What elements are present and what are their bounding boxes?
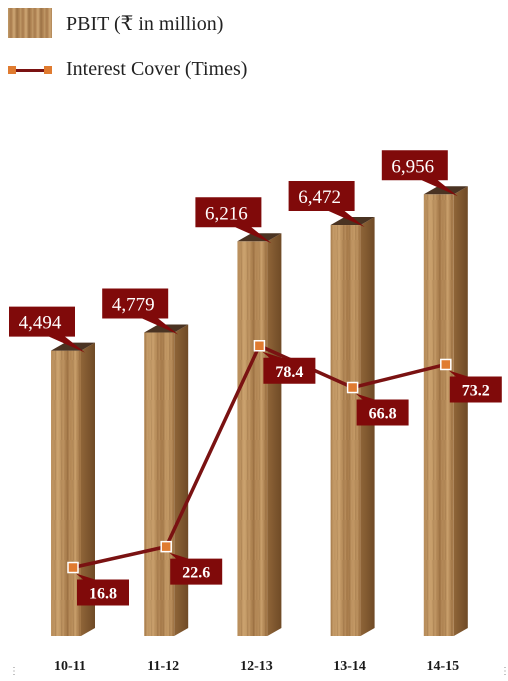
chart-legend: PBIT (₹ in million) Interest Cover (Time… xyxy=(0,0,508,100)
pbit-bar-11-12 xyxy=(144,324,189,636)
interest-callout-14-15: 73.2 xyxy=(448,370,502,403)
pbit-value-label: 6,216 xyxy=(205,203,248,224)
pbit-value-label: 6,956 xyxy=(391,156,434,177)
interest-callout-12-13: 78.4 xyxy=(262,351,316,384)
x-tick-label-13-14: 13-14 xyxy=(333,659,366,674)
interest-cover-value-label: 22.6 xyxy=(182,565,210,582)
legend-item-pbit: PBIT (₹ in million) xyxy=(8,8,223,38)
legend-label-pbit: PBIT (₹ in million) xyxy=(66,12,224,35)
interest-cover-marker-13-14 xyxy=(346,381,359,394)
bar-side-face xyxy=(267,233,282,636)
interest-callout-13-14: 66.8 xyxy=(355,393,409,426)
pbit-callout-11-12: 4,779 xyxy=(102,288,179,335)
axis-dot-left: ⋮ xyxy=(9,666,19,677)
callout-shape xyxy=(448,370,502,403)
interest-callout-10-11: 16.8 xyxy=(76,573,129,606)
pbit-callout-14-15: 6,956 xyxy=(381,150,458,197)
legend-swatch-wood-bar xyxy=(8,8,52,38)
callout-shape xyxy=(102,288,179,335)
bar-side-face xyxy=(453,186,468,636)
interest-cover-marker-11-12 xyxy=(160,540,172,553)
pbit-bar-10-11 xyxy=(51,342,95,636)
interest-cover-marker-12-13 xyxy=(253,340,266,352)
axis-dot-right: ⋮ xyxy=(500,666,508,677)
bar-side-face xyxy=(174,324,189,636)
callout-shape xyxy=(381,150,458,197)
interest-cover-marker-10-11 xyxy=(67,561,79,574)
pbit-callout-10-11: 4,494 xyxy=(9,306,85,353)
callout-shape xyxy=(262,351,316,384)
interest-cover-marker-14-15 xyxy=(440,358,452,371)
interest-cover-value-label: 16.8 xyxy=(89,586,117,603)
callout-shape xyxy=(355,393,409,426)
pbit-value-label: 6,472 xyxy=(298,187,341,208)
pbit-value-label: 4,779 xyxy=(112,295,155,316)
x-tick-label-14-15: 14-15 xyxy=(426,659,459,674)
bar-grain xyxy=(237,241,268,636)
bar-grain xyxy=(144,332,175,636)
callout-shape xyxy=(288,181,365,228)
bar-side-face xyxy=(360,217,375,636)
legend-swatch-line xyxy=(8,60,52,80)
x-tick-label-10-11: 10-11 xyxy=(54,659,86,674)
pbit-bar-14-15 xyxy=(423,186,468,636)
bar-grain xyxy=(51,350,81,636)
callout-shape xyxy=(9,306,85,353)
interest-cover-value-label: 73.2 xyxy=(462,382,490,399)
pbit-callout-13-14: 6,472 xyxy=(288,181,365,228)
bar-grain xyxy=(330,225,361,636)
legend-item-interest-cover: Interest Cover (Times) xyxy=(8,58,247,81)
callout-shape xyxy=(169,552,223,585)
pbit-callout-12-13: 6,216 xyxy=(195,197,272,244)
legend-label-interest-cover: Interest Cover (Times) xyxy=(66,58,248,80)
interest-callout-11-12: 22.6 xyxy=(169,552,223,585)
x-tick-label-12-13: 12-13 xyxy=(240,659,273,674)
pbit-bar-13-14 xyxy=(330,217,375,636)
interest-cover-value-label: 66.8 xyxy=(369,406,397,423)
bar-grain xyxy=(423,194,454,636)
interest-cover-value-label: 78.4 xyxy=(275,364,303,381)
x-tick-label-11-12: 11-12 xyxy=(147,659,179,674)
pbit-value-label: 4,494 xyxy=(19,313,62,334)
callout-shape xyxy=(195,197,272,244)
pbit-bar-12-13 xyxy=(237,233,282,636)
callout-shape xyxy=(76,573,129,606)
